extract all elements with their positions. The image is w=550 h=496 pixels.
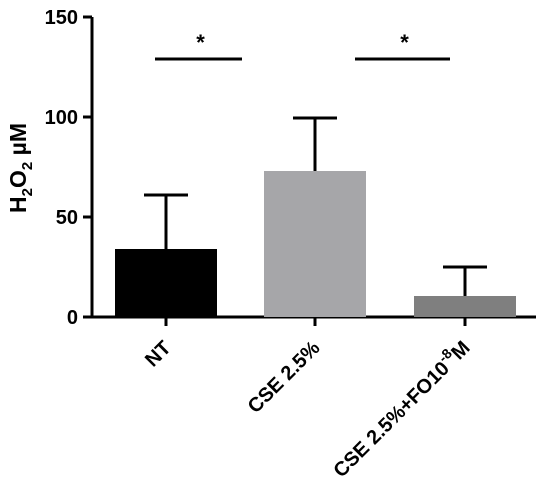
- plot-area: 0 50 100 150 NT CSE 2.5% CSE 2.5%+FO10-8M * *: [45, 7, 536, 482]
- y-axis-title: H2O2 µM: [5, 123, 36, 213]
- y-tick-label: 150: [45, 7, 78, 29]
- y-title-base: H: [5, 196, 31, 213]
- category-unit: M: [447, 337, 474, 364]
- y-tick-label: 100: [45, 107, 78, 129]
- x-category-label: CSE 2.5%: [244, 337, 325, 418]
- significance-label: *: [196, 30, 205, 55]
- category-name: CSE 2.5%: [244, 337, 325, 418]
- y-title-sub2: 2: [19, 162, 36, 170]
- x-category-label: NT: [141, 337, 175, 371]
- category-name: CSE 2.5%+FO10: [330, 358, 454, 482]
- bar: [414, 296, 516, 317]
- y-tick-label: 50: [56, 207, 78, 229]
- y-title-sub1: 2: [19, 188, 36, 196]
- y-tick-label: 0: [67, 307, 78, 329]
- x-category-label: CSE 2.5%+FO10-8M: [326, 333, 475, 482]
- y-title-unit: µM: [5, 123, 31, 162]
- significance-label: *: [400, 30, 409, 55]
- y-title-mid: O: [5, 170, 31, 188]
- bar: [264, 171, 366, 317]
- category-name: NT: [141, 337, 175, 371]
- bar: [115, 249, 217, 317]
